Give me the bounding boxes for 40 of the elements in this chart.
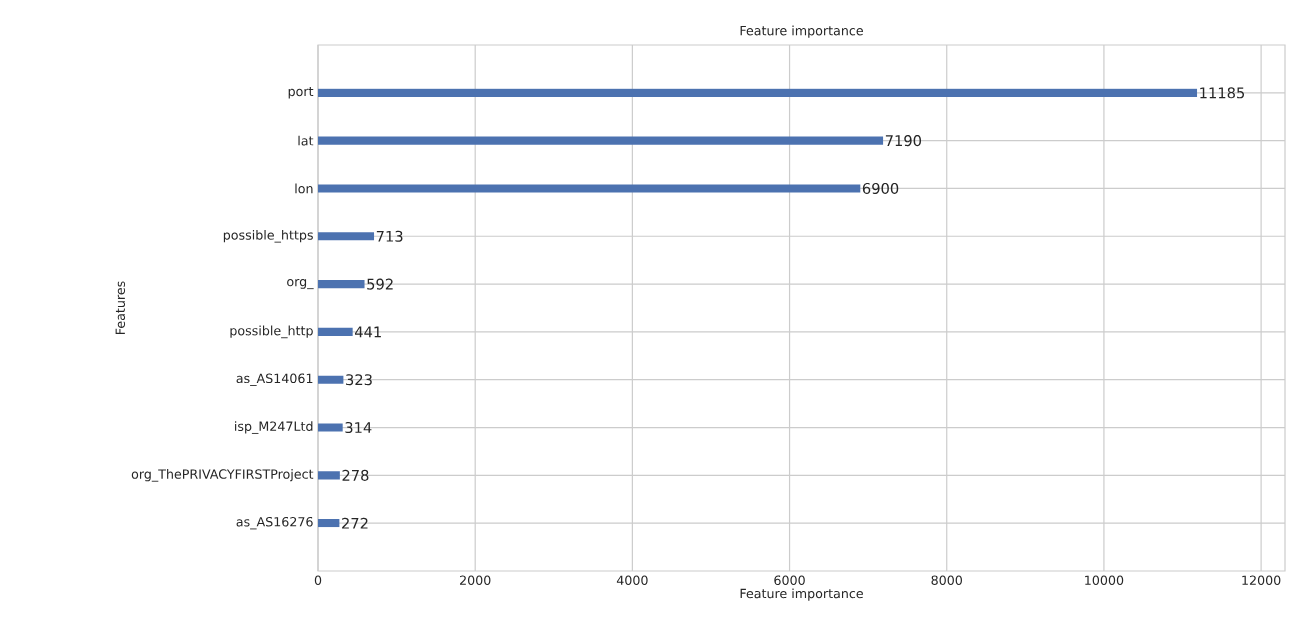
- bar: [318, 136, 884, 145]
- bar: [318, 184, 861, 193]
- x-tick-label: 12000: [1242, 575, 1281, 586]
- bar: [318, 327, 353, 336]
- data-label: 314: [345, 422, 372, 434]
- chart-title: Feature importance: [740, 25, 863, 38]
- y-tick-label: isp_M247Ltd: [235, 421, 313, 434]
- x-tick-label: 6000: [774, 575, 805, 586]
- y-tick-label: org_: [287, 279, 314, 290]
- y-tick-label: as_AS16276: [236, 516, 313, 530]
- data-label: 278: [342, 469, 369, 481]
- x-tick-label: 8000: [931, 575, 962, 586]
- data-label: 441: [354, 326, 381, 338]
- data-label: 272: [342, 517, 368, 529]
- bar: [318, 280, 365, 289]
- y-tick-label: port: [288, 87, 314, 99]
- bar: [318, 471, 340, 480]
- bar: [318, 519, 340, 528]
- y-tick-label: lat: [298, 135, 314, 146]
- data-label: 7190: [885, 135, 922, 147]
- y-tick-label: org_ThePRIVACYFIRSTProject: [131, 469, 314, 482]
- x-axis-title: Feature importance: [740, 588, 863, 601]
- bar: [318, 375, 344, 384]
- x-tick-label: 4000: [616, 575, 648, 586]
- data-label: 6900: [862, 182, 899, 194]
- data-label: 323: [346, 374, 372, 386]
- x-tick-label: 0: [314, 575, 322, 586]
- y-tick-label: possible_http: [230, 325, 313, 339]
- y-tick-label: possible_https: [223, 229, 313, 243]
- data-label: 11185: [1200, 87, 1245, 99]
- x-tick-label: 2000: [459, 575, 491, 586]
- y-axis-title: Features: [115, 281, 126, 334]
- bar: [318, 232, 375, 241]
- bar: [318, 88, 1198, 97]
- y-tick-label: as_AS14061: [236, 373, 313, 386]
- bar: [318, 423, 343, 432]
- data-label: 592: [367, 278, 393, 290]
- data-label: 713: [376, 230, 403, 242]
- x-tick-label: 10000: [1085, 575, 1124, 586]
- y-tick-label: lon: [295, 183, 313, 194]
